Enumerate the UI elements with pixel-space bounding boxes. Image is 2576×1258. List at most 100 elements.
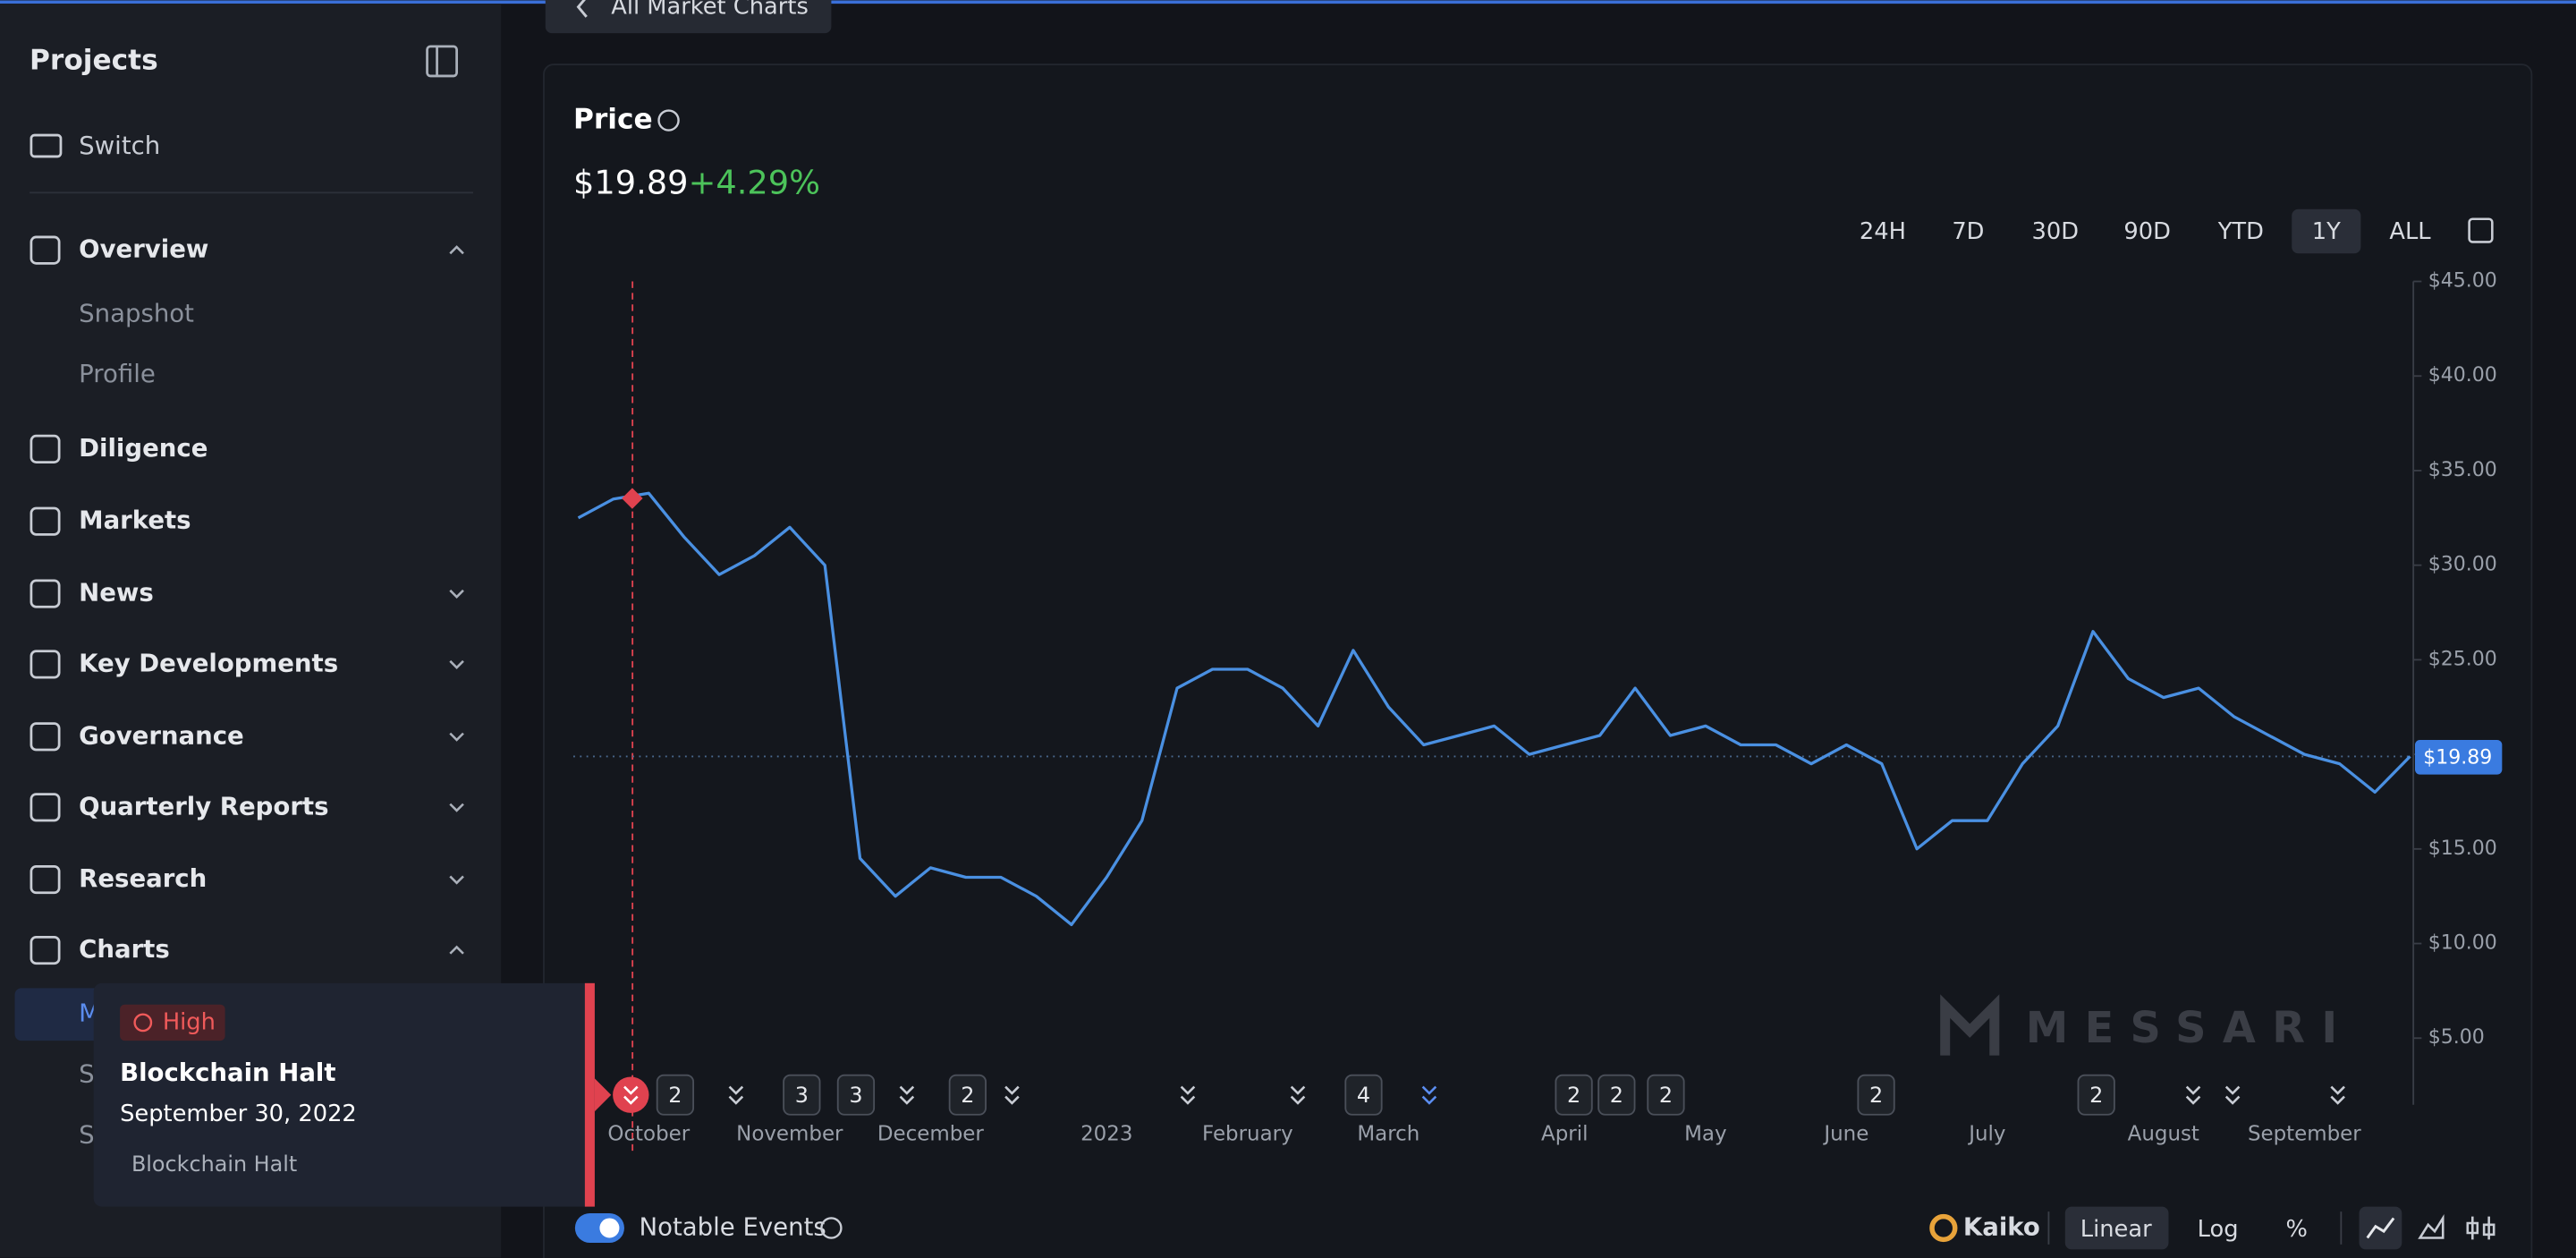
candle-icon[interactable]: [2466, 1216, 2496, 1240]
chevron-icon: [1004, 1095, 1020, 1105]
x-tick-label: July: [1967, 1122, 2005, 1145]
event-badge[interactable]: [836, 1074, 876, 1116]
nav-subitem[interactable]: Snapshot: [79, 299, 194, 327]
tooltip-description: Blockchain Halt: [131, 1152, 297, 1177]
x-tick-label: April: [1541, 1122, 1588, 1145]
nav-subitem[interactable]: S: [79, 1121, 95, 1150]
area-icon[interactable]: [2418, 1213, 2445, 1239]
event-badge[interactable]: [656, 1074, 695, 1116]
nav-subitem[interactable]: Profile: [79, 360, 156, 388]
chevron-icon: [2224, 1085, 2241, 1095]
info-icon[interactable]: [657, 109, 680, 132]
toggle-knob: [599, 1218, 620, 1238]
range-button[interactable]: 7D: [1952, 218, 1984, 245]
chevron-icon: [449, 245, 464, 255]
chart-panel: [543, 64, 2533, 1258]
info-icon[interactable]: [820, 1217, 843, 1239]
collapse-icon[interactable]: [426, 45, 458, 78]
chevron-icon: [2330, 1095, 2345, 1105]
event-badge[interactable]: [1857, 1074, 1895, 1116]
y-tick-label: $5.00: [2428, 1026, 2485, 1049]
chevron-icon: [1421, 1085, 1437, 1095]
nav-item[interactable]: Governance: [79, 721, 244, 750]
range-button[interactable]: 90D: [2123, 218, 2171, 245]
event-badge[interactable]: [1647, 1074, 1685, 1116]
event-badge[interactable]: [1597, 1074, 1636, 1116]
chevron-icon: [1290, 1085, 1306, 1095]
event-badge[interactable]: [948, 1074, 987, 1116]
toggle-label: Notable Events: [639, 1212, 826, 1241]
range-button[interactable]: 1Y: [2312, 218, 2341, 245]
chevron-icon: [2185, 1085, 2201, 1095]
x-tick-label: 2023: [1080, 1122, 1132, 1145]
nav-item[interactable]: Key Developments: [79, 649, 338, 677]
switch-icon: [30, 133, 63, 158]
y-tick-label: $10.00: [2428, 932, 2497, 955]
event-count: 2: [668, 1083, 682, 1108]
tooltip-title: Blockchain Halt: [120, 1058, 335, 1087]
nav-item[interactable]: News: [79, 579, 154, 608]
x-tick-label: September: [2248, 1122, 2361, 1145]
nav-icon: [30, 650, 61, 679]
nav-item[interactable]: Markets: [79, 506, 191, 535]
nav-subitem[interactable]: S: [79, 1060, 95, 1089]
x-tick-label: October: [607, 1122, 690, 1145]
event-active[interactable]: [613, 1076, 649, 1113]
nav-item[interactable]: Overview: [79, 235, 208, 264]
event-count: 2: [1610, 1083, 1623, 1108]
chevron-icon: [449, 589, 464, 599]
event-count: 2: [961, 1083, 974, 1108]
watermark: MESSARI: [2026, 1004, 2354, 1053]
nav-item[interactable]: Charts: [79, 935, 170, 964]
event-badge[interactable]: [1555, 1074, 1593, 1116]
back-icon: [576, 0, 588, 18]
range-active: [2292, 208, 2361, 254]
range-button[interactable]: 24H: [1860, 218, 1906, 245]
y-tick-label: $35.00: [2428, 459, 2497, 481]
scale-button[interactable]: Linear: [2080, 1216, 2152, 1243]
price: $19.89: [573, 164, 688, 202]
chevron-icon: [1004, 1085, 1020, 1095]
event-count: 2: [1659, 1083, 1673, 1108]
sidebar-title: Projects: [30, 44, 158, 76]
range-button[interactable]: 30D: [2032, 218, 2080, 245]
chevron-icon: [449, 803, 464, 812]
range-button[interactable]: YTD: [2217, 218, 2264, 245]
nav-icon: [30, 506, 61, 536]
nav-item[interactable]: Quarterly Reports: [79, 792, 328, 820]
chevron-icon: [728, 1095, 744, 1105]
tooltip-date: September 30, 2022: [120, 1101, 357, 1127]
chevron-icon: [2330, 1085, 2345, 1095]
nav-icon: [30, 235, 61, 265]
x-tick-label: February: [1202, 1122, 1293, 1145]
nav-item[interactable]: Research: [79, 864, 207, 893]
event-badge[interactable]: [1344, 1074, 1383, 1116]
nav-icon: [30, 722, 61, 752]
watermark-logo: [1940, 994, 2000, 1056]
scale-button[interactable]: %: [2286, 1216, 2308, 1243]
y-tick-label: $45.00: [2428, 270, 2497, 293]
line-icon: [2366, 1217, 2395, 1239]
chevron-icon: [2185, 1095, 2201, 1105]
x-tick-label: June: [1822, 1122, 1868, 1145]
tooltip-pointer: [594, 1078, 612, 1112]
calendar-icon[interactable]: [2468, 217, 2494, 243]
back-button[interactable]: [545, 0, 832, 34]
event-count: 2: [1567, 1083, 1580, 1108]
top-bar: [0, 0, 2576, 4]
scale-button[interactable]: Log: [2198, 1216, 2239, 1243]
x-tick-label: August: [2128, 1122, 2199, 1145]
kaiko-logo: [1929, 1213, 1958, 1243]
nav-icon: [30, 793, 61, 822]
nav-item[interactable]: Diligence: [79, 434, 208, 463]
event-badge[interactable]: [783, 1074, 821, 1116]
nav-icon: [30, 865, 61, 895]
range-button[interactable]: ALL: [2389, 218, 2431, 245]
x-tick-label: March: [1357, 1122, 1419, 1145]
x-tick-label: November: [736, 1122, 843, 1145]
event-badge[interactable]: [2077, 1074, 2115, 1116]
back-label: All Market Charts: [611, 0, 809, 20]
switch-label[interactable]: Switch: [79, 132, 160, 160]
